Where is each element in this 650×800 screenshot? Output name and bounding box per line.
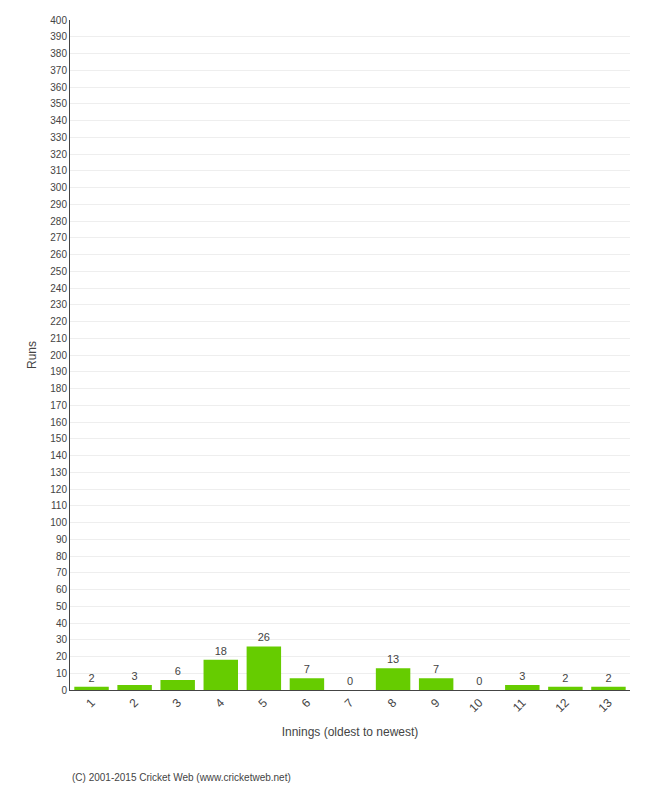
svg-text:5: 5 (256, 696, 271, 711)
svg-text:3: 3 (169, 696, 184, 711)
svg-text:2: 2 (605, 672, 611, 684)
svg-text:3: 3 (132, 670, 138, 682)
svg-text:340: 340 (50, 115, 67, 126)
svg-text:7: 7 (342, 696, 357, 711)
svg-text:9: 9 (428, 696, 443, 711)
svg-text:50: 50 (56, 601, 68, 612)
svg-text:11: 11 (510, 696, 529, 715)
svg-text:240: 240 (50, 283, 67, 294)
svg-text:(C) 2001-2015 Cricket Web (www: (C) 2001-2015 Cricket Web (www.cricketwe… (72, 772, 291, 783)
svg-text:70: 70 (56, 567, 68, 578)
svg-text:26: 26 (258, 631, 270, 643)
svg-text:140: 140 (50, 450, 67, 461)
svg-text:Runs: Runs (25, 341, 39, 369)
svg-text:110: 110 (51, 500, 67, 511)
svg-text:350: 350 (50, 98, 67, 109)
svg-text:40: 40 (56, 618, 68, 629)
svg-text:300: 300 (50, 182, 67, 193)
svg-text:270: 270 (50, 232, 67, 243)
svg-text:380: 380 (50, 48, 67, 59)
svg-text:6: 6 (299, 696, 314, 711)
svg-text:13: 13 (595, 696, 615, 716)
svg-text:6: 6 (175, 665, 181, 677)
svg-text:90: 90 (56, 534, 68, 545)
svg-text:2: 2 (88, 672, 94, 684)
svg-text:30: 30 (56, 634, 68, 645)
svg-text:170: 170 (50, 400, 67, 411)
svg-text:200: 200 (50, 350, 67, 361)
svg-text:360: 360 (50, 82, 67, 93)
svg-text:320: 320 (50, 149, 67, 160)
svg-text:8: 8 (385, 696, 400, 711)
svg-text:190: 190 (50, 366, 67, 377)
svg-text:150: 150 (50, 433, 67, 444)
svg-text:290: 290 (50, 199, 67, 210)
svg-text:0: 0 (347, 675, 353, 687)
svg-text:3: 3 (519, 670, 525, 682)
svg-text:260: 260 (50, 249, 67, 260)
svg-text:0: 0 (61, 685, 67, 696)
svg-text:310: 310 (50, 165, 67, 176)
svg-text:12: 12 (552, 696, 572, 716)
svg-text:130: 130 (50, 467, 67, 478)
svg-text:7: 7 (433, 663, 439, 675)
svg-text:80: 80 (56, 551, 68, 562)
svg-text:330: 330 (50, 132, 67, 143)
svg-text:230: 230 (50, 299, 67, 310)
svg-text:2: 2 (562, 672, 568, 684)
svg-text:4: 4 (213, 696, 228, 711)
svg-text:390: 390 (50, 31, 67, 42)
svg-text:2: 2 (126, 696, 141, 711)
svg-text:18: 18 (215, 645, 227, 657)
svg-text:0: 0 (476, 675, 482, 687)
svg-text:13: 13 (387, 653, 399, 665)
svg-text:10: 10 (56, 668, 68, 679)
svg-text:220: 220 (50, 316, 67, 327)
svg-text:400: 400 (50, 15, 67, 26)
svg-text:1: 1 (83, 696, 98, 711)
svg-text:210: 210 (50, 333, 67, 344)
svg-text:370: 370 (50, 65, 67, 76)
svg-text:120: 120 (50, 484, 67, 495)
svg-text:100: 100 (50, 517, 67, 528)
svg-text:20: 20 (56, 651, 68, 662)
svg-text:280: 280 (50, 216, 67, 227)
svg-text:10: 10 (466, 696, 486, 716)
svg-text:Innings (oldest to newest): Innings (oldest to newest) (282, 725, 419, 739)
svg-text:7: 7 (304, 663, 310, 675)
svg-text:60: 60 (56, 584, 68, 595)
svg-text:160: 160 (50, 417, 67, 428)
svg-text:250: 250 (50, 266, 67, 277)
svg-text:180: 180 (50, 383, 67, 394)
